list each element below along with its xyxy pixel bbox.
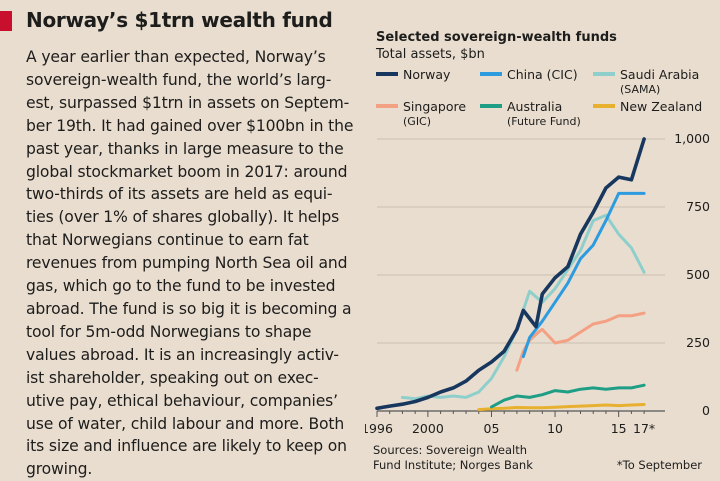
y-tick-label: 750 (686, 199, 710, 214)
chart-footnote: *To September (616, 458, 702, 472)
legend-item-newzealand: New Zealand (593, 99, 702, 114)
chart-svg: 0 250 500 750 1,000 1996 2000 05 10 15 17* (365, 131, 710, 436)
sources-line: Sources: Sovereign Wealth (373, 443, 528, 457)
legend-sublabel: (Future Fund) (507, 115, 581, 128)
legend-swatch (480, 103, 502, 108)
body-line: revenues from pumping North Sea oil and (26, 254, 348, 273)
series-line-saudi (400, 213, 646, 401)
y-tick-label: 500 (686, 267, 710, 282)
body-line: values abroad. It is an increasingly act… (26, 345, 339, 364)
y-tick-label: 0 (702, 403, 710, 418)
legend-swatch (593, 71, 615, 76)
body-line: tool for 5m-odd Norwegians to shape (26, 322, 312, 341)
y-tick-label: 250 (686, 335, 710, 350)
body-line: ist shareholder, speaking out on exec- (26, 368, 319, 387)
legend-swatch (480, 71, 502, 76)
series-line-china (521, 191, 646, 359)
article-body: A year earlier than expected, Norway’s so… (26, 46, 354, 481)
body-line: use of water, child labour and more. Bot… (26, 414, 345, 433)
legend-item-australia: Australia (Future Fund) (480, 99, 581, 129)
legend-label: Australia (507, 99, 563, 114)
body-line: abroad. The fund is so big it is becomin… (26, 299, 352, 318)
legend-item-china: China (CIC) (480, 67, 578, 82)
legend-sublabel: (SAMA) (620, 83, 661, 96)
body-line: A year earlier than expected, Norway’s (26, 48, 326, 66)
legend-sublabel: (GIC) (403, 115, 432, 128)
legend-label: Singapore (403, 99, 467, 114)
chart-sources: Sources: Sovereign Wealth Fund Institute… (373, 443, 533, 473)
headline: Norway’s $1trn wealth fund (26, 8, 333, 32)
body-line: two-thirds of its assets are held as equ… (26, 185, 333, 204)
legend-swatch (376, 71, 398, 76)
legend-label: Norway (403, 67, 451, 82)
body-line: growing. (26, 460, 93, 479)
legend-item-singapore: Singapore (GIC) (376, 99, 466, 129)
series-line-norway (375, 137, 646, 411)
legend-label: China (CIC) (507, 67, 578, 82)
x-tick-label: 2000 (412, 421, 444, 436)
body-line: utive pay, ethical behaviour, companies’ (26, 391, 338, 410)
legend-item-norway: Norway (376, 67, 450, 82)
x-tick-label: 15 (611, 421, 627, 436)
legend-swatch (376, 103, 398, 108)
chart-subtitle: Total assets, $bn (376, 47, 485, 62)
legend-item-saudi: Saudi Arabia (SAMA) (593, 67, 699, 97)
body-line: ties (over 1% of shares globally). It he… (26, 208, 340, 227)
legend-swatch (593, 103, 615, 108)
body-line: global stockmarket boom in 2017: around (26, 162, 348, 181)
body-line: gas, which go to the fund to be invested (26, 277, 336, 296)
y-tick-label: 1,000 (674, 131, 710, 146)
body-line: that Norwegians continue to earn fat (26, 231, 309, 250)
legend-label: New Zealand (620, 99, 703, 114)
x-tick-label: 1996 (365, 421, 393, 436)
x-tick-label: 10 (547, 421, 563, 436)
sources-line: Fund Institute; Norges Bank (373, 458, 533, 472)
x-tick-label: 17* (633, 421, 655, 436)
body-line: past year, thanks in large measure to th… (26, 139, 344, 158)
chart-panel: 0 250 500 750 1,000 1996 2000 05 10 15 17* Selecte… (365, 0, 720, 476)
section-tag (0, 11, 12, 31)
x-tick-label: 05 (484, 421, 500, 436)
series-line-australia (490, 383, 646, 409)
legend-label: Saudi Arabia (620, 67, 700, 82)
body-line: est, surpassed $1trn in assets on Septem… (26, 93, 350, 112)
body-line: sovereign-wealth fund, the world’s larg- (26, 70, 332, 89)
series-line-newzealand (477, 403, 646, 412)
body-line: ber 19th. It had gained over $100bn in t… (26, 116, 354, 135)
chart-title: Selected sovereign-wealth funds (376, 30, 617, 45)
body-line: its size and influence are likely to kee… (26, 437, 347, 456)
